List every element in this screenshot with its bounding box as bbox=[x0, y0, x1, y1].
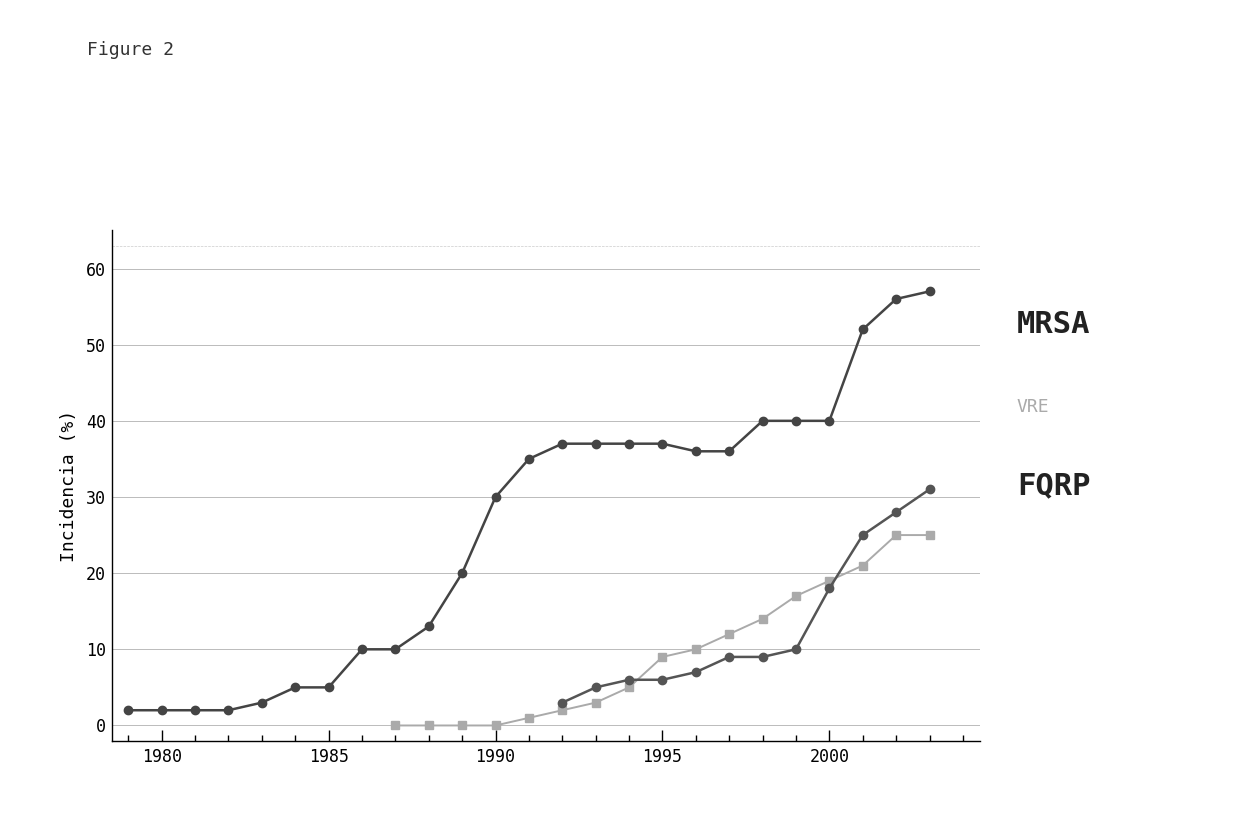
Text: VRE: VRE bbox=[1017, 398, 1049, 416]
MRSA bbox=[722, 446, 737, 456]
MRSA bbox=[889, 294, 904, 304]
FQRP bbox=[722, 652, 737, 662]
Text: MRSA: MRSA bbox=[1017, 310, 1090, 339]
MRSA bbox=[187, 705, 202, 715]
VRE bbox=[688, 644, 703, 654]
MRSA bbox=[655, 439, 670, 449]
VRE bbox=[489, 720, 503, 730]
Y-axis label: Incidencia (%): Incidencia (%) bbox=[60, 410, 78, 561]
FQRP bbox=[822, 584, 837, 593]
VRE bbox=[422, 720, 436, 730]
MRSA bbox=[755, 416, 770, 425]
MRSA bbox=[254, 698, 269, 708]
MRSA bbox=[588, 439, 603, 449]
MRSA bbox=[621, 439, 636, 449]
MRSA bbox=[789, 416, 804, 425]
VRE bbox=[621, 682, 636, 692]
VRE bbox=[822, 576, 837, 586]
VRE bbox=[455, 720, 470, 730]
VRE bbox=[554, 705, 569, 715]
Line: VRE: VRE bbox=[391, 531, 934, 730]
FQRP bbox=[688, 667, 703, 677]
MRSA bbox=[688, 446, 703, 456]
MRSA bbox=[221, 705, 236, 715]
VRE bbox=[889, 530, 904, 540]
FQRP bbox=[655, 675, 670, 685]
MRSA bbox=[388, 644, 403, 654]
MRSA bbox=[355, 644, 370, 654]
MRSA bbox=[554, 439, 569, 449]
Text: FQRP: FQRP bbox=[1017, 471, 1090, 500]
Line: MRSA: MRSA bbox=[124, 287, 934, 714]
MRSA bbox=[422, 621, 436, 631]
VRE bbox=[755, 614, 770, 624]
MRSA bbox=[923, 286, 937, 296]
Line: FQRP: FQRP bbox=[558, 486, 934, 707]
MRSA bbox=[154, 705, 169, 715]
MRSA bbox=[856, 324, 870, 334]
FQRP bbox=[588, 682, 603, 692]
VRE bbox=[388, 720, 403, 730]
Text: Figure 2: Figure 2 bbox=[87, 41, 174, 59]
MRSA bbox=[455, 568, 470, 578]
FQRP bbox=[856, 530, 870, 540]
MRSA bbox=[288, 682, 303, 692]
FQRP bbox=[755, 652, 770, 662]
MRSA bbox=[822, 416, 837, 425]
MRSA bbox=[489, 492, 503, 502]
VRE bbox=[856, 560, 870, 570]
VRE bbox=[789, 591, 804, 601]
MRSA bbox=[522, 454, 537, 464]
VRE bbox=[923, 530, 937, 540]
VRE bbox=[522, 713, 537, 723]
FQRP bbox=[554, 698, 569, 708]
VRE bbox=[722, 629, 737, 639]
FQRP bbox=[889, 507, 904, 517]
VRE bbox=[588, 698, 603, 708]
MRSA bbox=[321, 682, 336, 692]
VRE bbox=[655, 652, 670, 662]
FQRP bbox=[789, 644, 804, 654]
FQRP bbox=[621, 675, 636, 685]
MRSA bbox=[120, 705, 135, 715]
FQRP bbox=[923, 485, 937, 495]
